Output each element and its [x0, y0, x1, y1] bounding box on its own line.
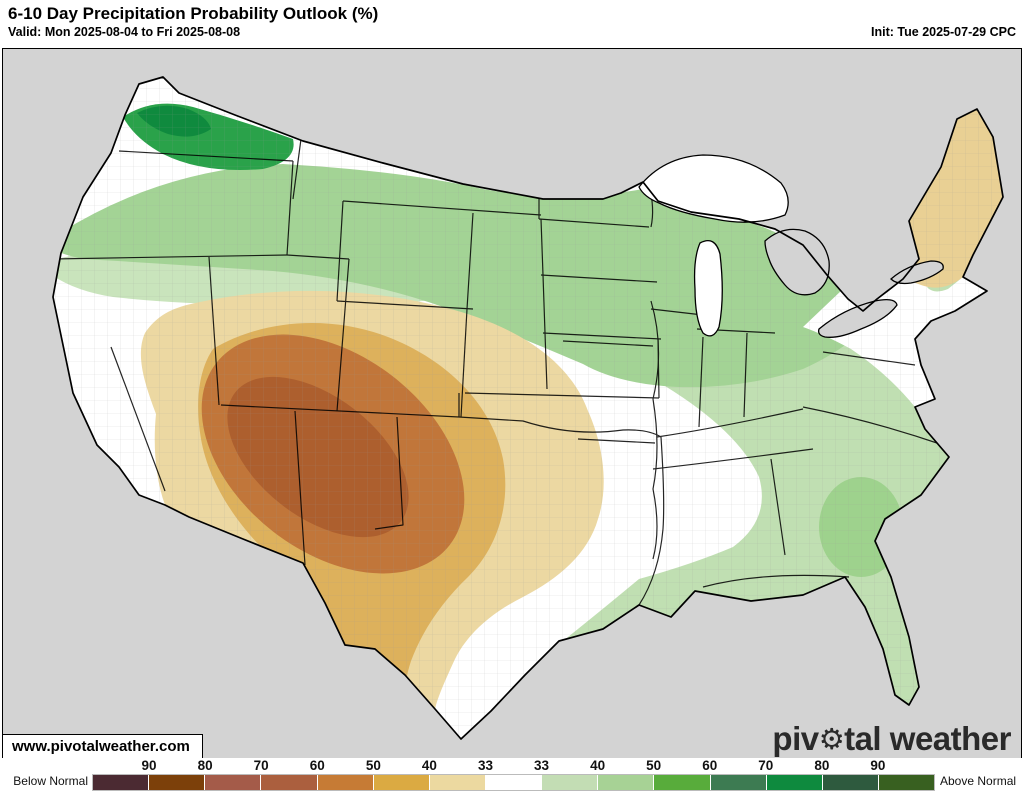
lake-huron — [764, 228, 830, 296]
legend-tick: 60 — [702, 758, 718, 773]
legend-swatch — [877, 775, 935, 790]
legend-swatch — [316, 775, 373, 790]
below-normal-label: Below Normal — [13, 774, 88, 788]
valid-range-label: Valid: Mon 2025-08-04 to Fri 2025-08-08 — [8, 25, 241, 40]
pivotal-weather-logo: piv⚙tal weather — [772, 720, 1011, 758]
legend-scale: 90 80 70 60 50 40 33 33 40 50 60 70 80 90 — [92, 758, 935, 791]
gear-icon: ⚙ — [818, 724, 845, 757]
legend-swatch — [204, 775, 261, 790]
lake-erie — [817, 299, 898, 338]
legend-tick: 50 — [646, 758, 662, 773]
legend-swatch — [93, 775, 149, 790]
legend-tick: 90 — [141, 758, 157, 773]
logo-text-post: tal weather — [844, 720, 1011, 758]
lake-superior — [638, 154, 789, 223]
legend-swatch — [709, 775, 766, 790]
legend-tick: 70 — [758, 758, 774, 773]
legend-tick: 40 — [421, 758, 437, 773]
page-title: 6-10 Day Precipitation Probability Outlo… — [8, 4, 379, 23]
header: 6-10 Day Precipitation Probability Outlo… — [0, 0, 1024, 43]
legend-swatch — [653, 775, 710, 790]
legend-tick: 33 — [477, 758, 493, 773]
legend-tick: 80 — [197, 758, 213, 773]
state-borders — [53, 138, 944, 606]
legend-tick: 60 — [309, 758, 325, 773]
init-time-label: Init: Tue 2025-07-29 CPC — [871, 25, 1016, 40]
us-border-outline — [52, 76, 1004, 740]
legend-bar — [92, 774, 935, 791]
legend-tick: 33 — [534, 758, 550, 773]
map-canvas — [3, 49, 1021, 758]
legend-tick: 40 — [590, 758, 606, 773]
legend-swatch — [260, 775, 317, 790]
forecast-map: www.pivotalweather.com piv⚙tal weather — [2, 48, 1022, 759]
legend-swatch — [372, 775, 429, 790]
legend-swatch — [541, 775, 598, 790]
color-scale-legend: Below Normal 90 80 70 60 50 40 33 33 40 50 60 70 80 9… — [0, 758, 1024, 791]
legend-swatch — [821, 775, 878, 790]
watermark-url: www.pivotalweather.com — [2, 734, 203, 759]
legend-tick: 90 — [870, 758, 886, 773]
above-normal-label: Above Normal — [940, 774, 1017, 788]
legend-swatch — [484, 775, 542, 790]
legend-swatch — [428, 775, 485, 790]
lake-michigan — [693, 240, 723, 337]
legend-tick: 80 — [814, 758, 830, 773]
legend-ticks: 90 80 70 60 50 40 33 33 40 50 60 70 80 90 — [93, 758, 934, 774]
legend-swatch — [765, 775, 822, 790]
logo-text-pre: piv — [772, 720, 819, 758]
legend-tick: 70 — [253, 758, 269, 773]
legend-tick: 50 — [365, 758, 381, 773]
legend-swatch — [148, 775, 205, 790]
legend-swatch — [597, 775, 654, 790]
